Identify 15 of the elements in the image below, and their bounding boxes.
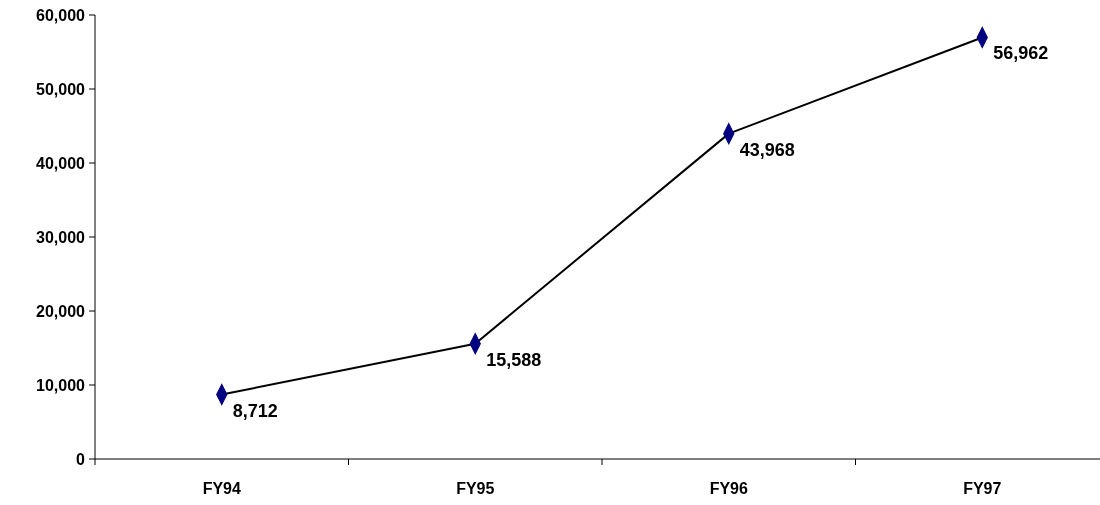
y-tick-label: 10,000 <box>36 376 86 394</box>
y-tick-label: 40,000 <box>36 154 86 172</box>
data-label: 8,712 <box>232 400 278 421</box>
x-tick-label: FY96 <box>709 480 748 497</box>
y-tick-label: 20,000 <box>36 302 86 320</box>
data-label: 15,588 <box>486 349 542 370</box>
y-tick-label: 0 <box>76 450 86 468</box>
data-label: 43,968 <box>739 139 795 160</box>
y-tick-label: 30,000 <box>36 228 86 246</box>
data-label: 56,962 <box>993 43 1049 64</box>
y-tick-label: 50,000 <box>36 80 86 98</box>
x-tick-label: FY94 <box>202 480 241 497</box>
x-tick-label: FY97 <box>963 480 1002 497</box>
y-tick-label: 60,000 <box>36 6 86 24</box>
x-tick-label: FY95 <box>456 480 495 497</box>
